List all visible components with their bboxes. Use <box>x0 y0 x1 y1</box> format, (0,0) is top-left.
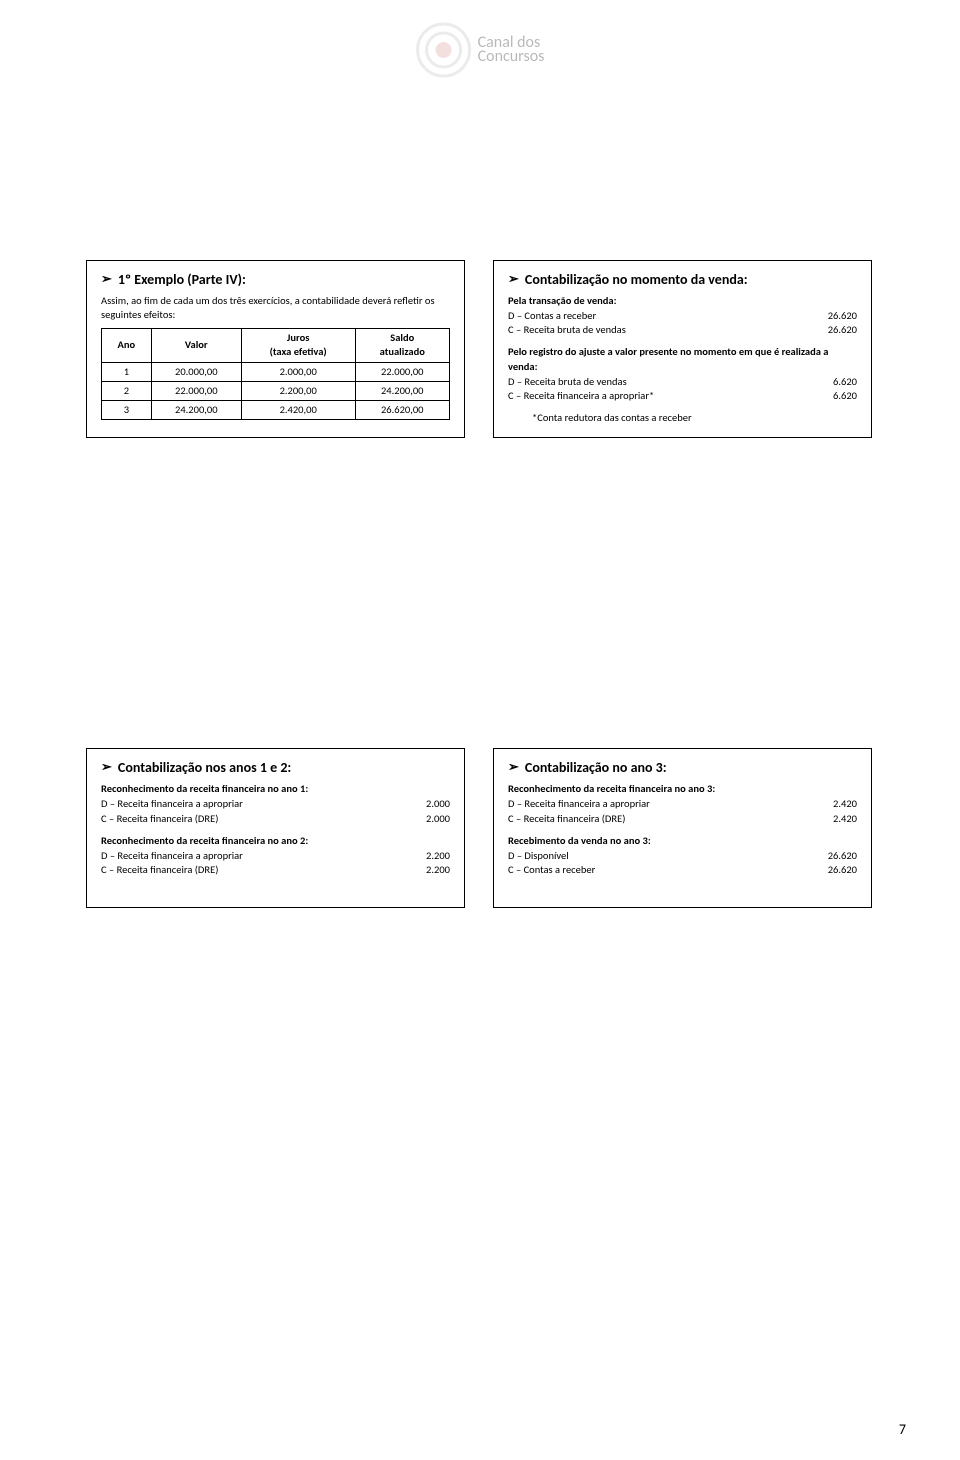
entry-line: C – Receita financeira a apropriar*6.620 <box>508 389 857 403</box>
slide-1-left: ➢ 1º Exemplo (Parte IV): Assim, ao fim d… <box>86 260 465 438</box>
entry-line: C – Receita financeira (DRE)2.200 <box>101 863 450 877</box>
entry-title: Pelo registro do ajuste a valor presente… <box>508 345 857 373</box>
bullet-icon: ➢ <box>101 759 112 777</box>
slide1-left-title: 1º Exemplo (Parte IV): <box>118 271 246 290</box>
entry-title: Recebimento da venda no ano 3: <box>508 834 857 848</box>
entry-title: Reconhecimento da receita financeira no … <box>101 834 450 848</box>
target-icon <box>416 22 472 78</box>
entry-line: D – Receita bruta de vendas6.620 <box>508 375 857 389</box>
entry-line: D – Disponível26.620 <box>508 849 857 863</box>
entry-title: Pela transação de venda: <box>508 294 857 308</box>
table-row: 1 20.000,00 2.000,00 22.000,00 <box>102 362 450 381</box>
slide-row-2: ➢ Contabilização nos anos 1 e 2: Reconhe… <box>86 748 872 908</box>
table-row: 3 24.200,00 2.420,00 26.620,00 <box>102 400 450 419</box>
footnote: *Conta redutora das contas a receber <box>532 411 857 425</box>
th-saldo: Saldo atualizado <box>355 329 449 362</box>
entry-line: D – Receita financeira a apropriar2.420 <box>508 797 857 811</box>
amortization-table: Ano Valor Juros (taxa efetiva) Saldo atu… <box>101 328 450 420</box>
bullet-icon: ➢ <box>508 759 519 777</box>
slide-1-right: ➢ Contabilização no momento da venda: Pe… <box>493 260 872 438</box>
slide2-right-title: Contabilização no ano 3: <box>525 759 667 778</box>
watermark-logo: Canal dos Concursos <box>416 22 545 78</box>
slide1-right-title: Contabilização no momento da venda: <box>525 271 748 290</box>
entry-line: D – Contas a receber26.620 <box>508 309 857 323</box>
entry-line: C – Receita bruta de vendas26.620 <box>508 323 857 337</box>
journal-entry-block: Reconhecimento da receita financeira no … <box>101 834 450 878</box>
th-juros: Juros (taxa efetiva) <box>241 329 355 362</box>
journal-entry-block: Reconhecimento da receita financeira no … <box>101 782 450 826</box>
entry-line: D – Receita financeira a apropriar2.200 <box>101 849 450 863</box>
slide1-left-intro: Assim, ao fim de cada um dos três exercí… <box>101 294 450 322</box>
th-valor: Valor <box>151 329 241 362</box>
table-row: 2 22.000,00 2.200,00 24.200,00 <box>102 381 450 400</box>
th-ano: Ano <box>102 329 152 362</box>
entry-line: C – Receita financeira (DRE)2.420 <box>508 812 857 826</box>
bullet-icon: ➢ <box>508 271 519 289</box>
entry-line: C – Receita financeira (DRE)2.000 <box>101 812 450 826</box>
watermark-line2: Concursos <box>478 50 545 64</box>
entry-line: D – Receita financeira a apropriar2.000 <box>101 797 450 811</box>
slide-row-1: ➢ 1º Exemplo (Parte IV): Assim, ao fim d… <box>86 260 872 438</box>
journal-entry-block: Pelo registro do ajuste a valor presente… <box>508 345 857 403</box>
journal-entry-block: Reconhecimento da receita financeira no … <box>508 782 857 826</box>
journal-entry-block: Pela transação de venda: D – Contas a re… <box>508 294 857 338</box>
page-number: 7 <box>899 1421 906 1438</box>
entry-title: Reconhecimento da receita financeira no … <box>508 782 857 796</box>
bullet-icon: ➢ <box>101 271 112 289</box>
slide2-left-title: Contabilização nos anos 1 e 2: <box>118 759 291 778</box>
entry-title: Reconhecimento da receita financeira no … <box>101 782 450 796</box>
entry-line: C – Contas a receber26.620 <box>508 863 857 877</box>
slide-2-left: ➢ Contabilização nos anos 1 e 2: Reconhe… <box>86 748 465 908</box>
slide-2-right: ➢ Contabilização no ano 3: Reconheciment… <box>493 748 872 908</box>
journal-entry-block: Recebimento da venda no ano 3: D – Dispo… <box>508 834 857 878</box>
